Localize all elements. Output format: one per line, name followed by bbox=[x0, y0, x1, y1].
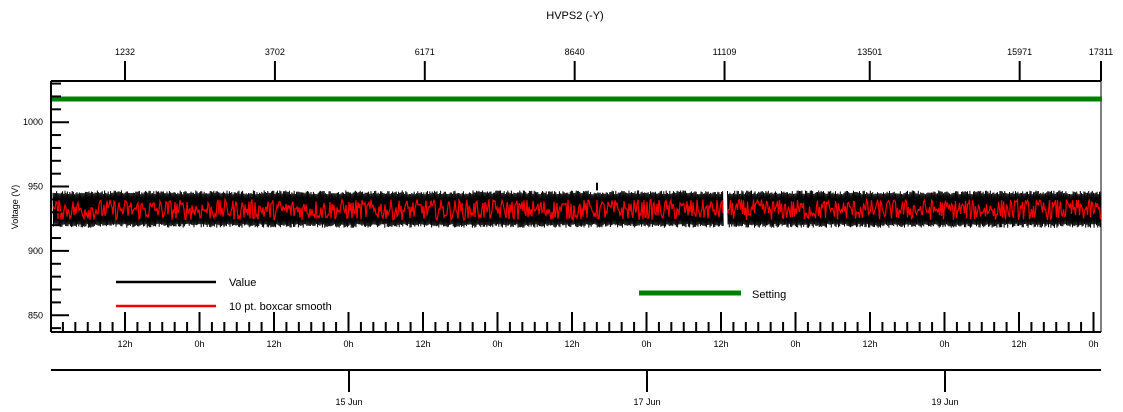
bottom-tick-label: 12h bbox=[564, 339, 579, 349]
series-smooth-segment bbox=[726, 197, 1102, 221]
top-axis-tick-label: 3702 bbox=[265, 47, 285, 57]
top-axis: 1232 3702 6171 8640 11109 13501 15971 17311 bbox=[115, 47, 1113, 81]
bottom-tick-label: 12h bbox=[266, 339, 281, 349]
y-tick-label: 900 bbox=[28, 246, 43, 256]
series-smooth bbox=[52, 197, 1102, 222]
bottom-tick-label: 0h bbox=[492, 339, 502, 349]
legend: Value 10 pt. boxcar smooth Setting bbox=[116, 277, 786, 313]
bottom-tick-label: 0h bbox=[790, 339, 800, 349]
y-axis: 850 900 950 1000 bbox=[23, 82, 69, 330]
bottom-tick-label: 12h bbox=[862, 339, 877, 349]
bottom-tick-label: 0h bbox=[641, 339, 651, 349]
legend-label-smooth: 10 pt. boxcar smooth bbox=[229, 301, 332, 313]
top-axis-tick-label: 17311 bbox=[1089, 47, 1113, 57]
top-axis-tick-label: 11109 bbox=[713, 47, 737, 57]
chart-title: HVPS2 (-Y) bbox=[546, 10, 603, 22]
date-axis-tick-label: 19 Jun bbox=[931, 397, 958, 407]
y-tick-label: 950 bbox=[28, 182, 43, 192]
bottom-tick-label: 12h bbox=[415, 339, 430, 349]
series-value-segment bbox=[52, 190, 724, 228]
bottom-axis: 12h0h12h0h12h0h12h0h12h0h12h0h12h0h12h0h bbox=[61, 312, 1099, 349]
bottom-tick-label: 12h bbox=[1011, 339, 1026, 349]
series-value bbox=[52, 182, 1102, 228]
y-axis-label: Voltage (V) bbox=[10, 185, 20, 230]
bottom-tick-label: 12h bbox=[117, 339, 132, 349]
bottom-tick-label: 0h bbox=[194, 339, 204, 349]
top-axis-tick-label: 1232 bbox=[115, 47, 135, 57]
bottom-tick-label: 0h bbox=[1088, 339, 1098, 349]
date-axis-tick-label: 15 Jun bbox=[335, 397, 362, 407]
top-axis-tick-label: 6171 bbox=[415, 47, 435, 57]
top-axis-tick-label: 8640 bbox=[565, 47, 585, 57]
series-smooth-segment bbox=[52, 197, 724, 222]
bottom-tick-label: 0h bbox=[343, 339, 353, 349]
date-axis-tick-label: 17 Jun bbox=[633, 397, 660, 407]
date-axis: 15 Jun 17 Jun 19 Jun bbox=[51, 369, 1101, 407]
top-axis-tick-label: 15971 bbox=[1007, 47, 1032, 57]
legend-label-setting: Setting bbox=[752, 289, 786, 301]
legend-label-value: Value bbox=[229, 277, 256, 289]
bottom-tick-label: 0h bbox=[939, 339, 949, 349]
y-tick-label: 850 bbox=[28, 310, 43, 320]
top-axis-tick-label: 13501 bbox=[857, 47, 882, 57]
y-tick-label: 1000 bbox=[23, 117, 43, 127]
bottom-tick-label: 12h bbox=[713, 339, 728, 349]
